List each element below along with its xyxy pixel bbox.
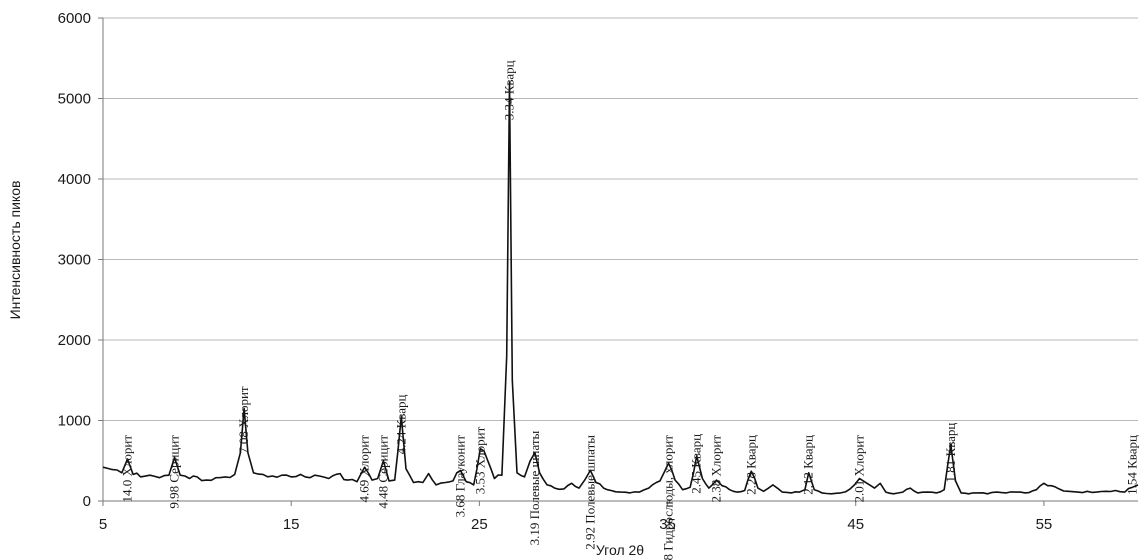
x-tick-label: 45 (847, 516, 864, 533)
peak-label: 7.08 Хлорит (236, 386, 251, 454)
peak-label: 2.38 Хлорит (709, 435, 724, 503)
y-tick-labels: 0 1000 2000 3000 4000 5000 6000 (58, 10, 91, 510)
peak-label: 2.01 Хлорит (852, 435, 867, 503)
peak-label: 4.24 Кварц (393, 394, 408, 454)
y-tick-label: 6000 (58, 10, 91, 27)
y-tick-label: 1000 (58, 413, 91, 430)
grid-lines (98, 17, 1138, 506)
x-tick-label: 35 (659, 516, 676, 533)
y-tick-label: 2000 (58, 332, 91, 349)
y-tick-label: 5000 (58, 91, 91, 108)
peak-label: 3.68 Глауконит (453, 435, 468, 518)
x-tick-labels: 5 15 25 35 45 55 (99, 516, 1052, 533)
peak-labels: 14.0 Хлорит 9.98 Серицит 7.08 Хлорит 4.69 Х… (120, 60, 1140, 560)
peak-label: 2.45 Кварц (689, 434, 704, 494)
diffraction-trace (102, 81, 1139, 495)
peak-label: 1.54 Кварц (1124, 435, 1139, 495)
peak-label: 2.28 Кварц (743, 435, 758, 495)
peak-label: 3.19 Полевые шпаты (527, 430, 542, 545)
x-tick-label: 25 (471, 516, 488, 533)
y-tick-label: 0 (83, 493, 91, 510)
x-tick-label: 5 (99, 516, 107, 533)
peak-label: 2.12 Кварц (801, 435, 816, 495)
peak-label: 2.92 Полевые шпаты (582, 435, 597, 550)
peak-label: 9.98 Серицит (167, 435, 182, 509)
y-tick-label: 3000 (58, 252, 91, 269)
y-tick-label: 4000 (58, 171, 91, 188)
x-tick-label: 55 (1036, 516, 1053, 533)
y-axis-title: Интенсивность пиков (7, 181, 23, 320)
peak-label: 4.69 Хлорит (357, 435, 372, 503)
peak-label: 4.48 Серицит (375, 435, 390, 509)
peak-label: 2.58 Гидрослюды, хлорит (661, 435, 676, 560)
peak-label: 1.81 Кварц (943, 423, 958, 483)
x-axis-title: Угол 2θ (596, 542, 644, 558)
peak-label: 3.34 Кварц (502, 60, 517, 120)
peak-label: 14.0 Хлорит (120, 435, 135, 503)
peak-label: 3.53 Хлорит (472, 426, 487, 494)
x-tick-label: 15 (283, 516, 300, 533)
